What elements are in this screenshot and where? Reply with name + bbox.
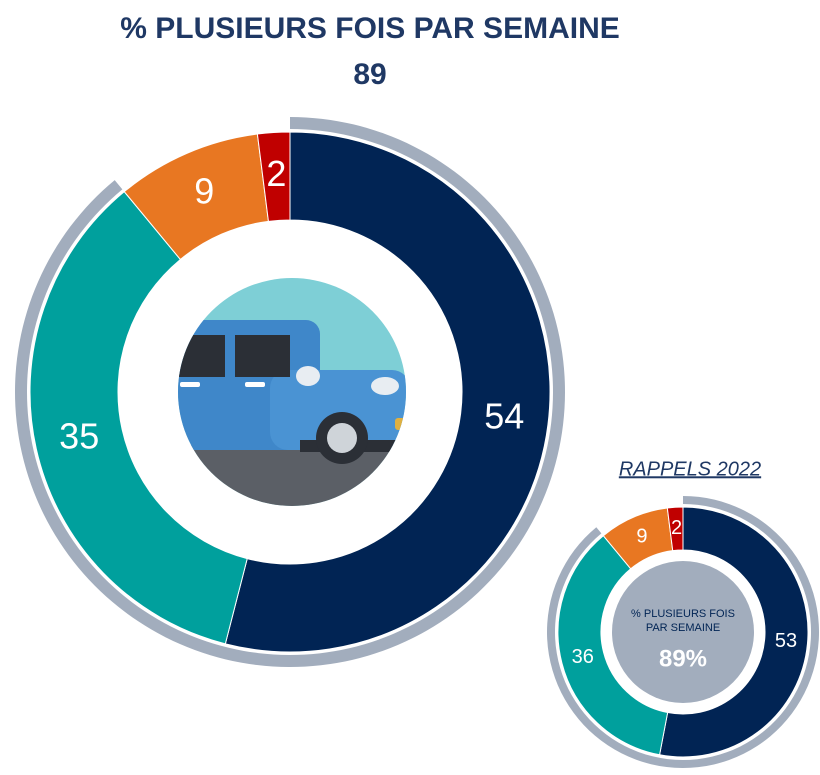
value-label: 54	[484, 396, 524, 437]
chart: % PLUSIEURS FOIS PAR SEMAINE 89 RAPPELS …	[0, 0, 820, 775]
value-label: 36	[572, 646, 594, 668]
value-label: 9	[194, 170, 214, 211]
value-label: 35	[59, 416, 99, 457]
value-label: 2	[671, 517, 682, 539]
value-label: 53	[775, 630, 797, 652]
center-value: 89%	[659, 645, 707, 672]
inset-title: RAPPELS 2022	[619, 458, 761, 480]
chart-title: % PLUSIEURS FOIS PAR SEMAINE	[120, 12, 620, 45]
chart-subtitle: 89	[353, 58, 386, 91]
value-label: 2	[266, 153, 286, 194]
car-icon	[170, 278, 420, 515]
value-label: 9	[636, 525, 647, 547]
